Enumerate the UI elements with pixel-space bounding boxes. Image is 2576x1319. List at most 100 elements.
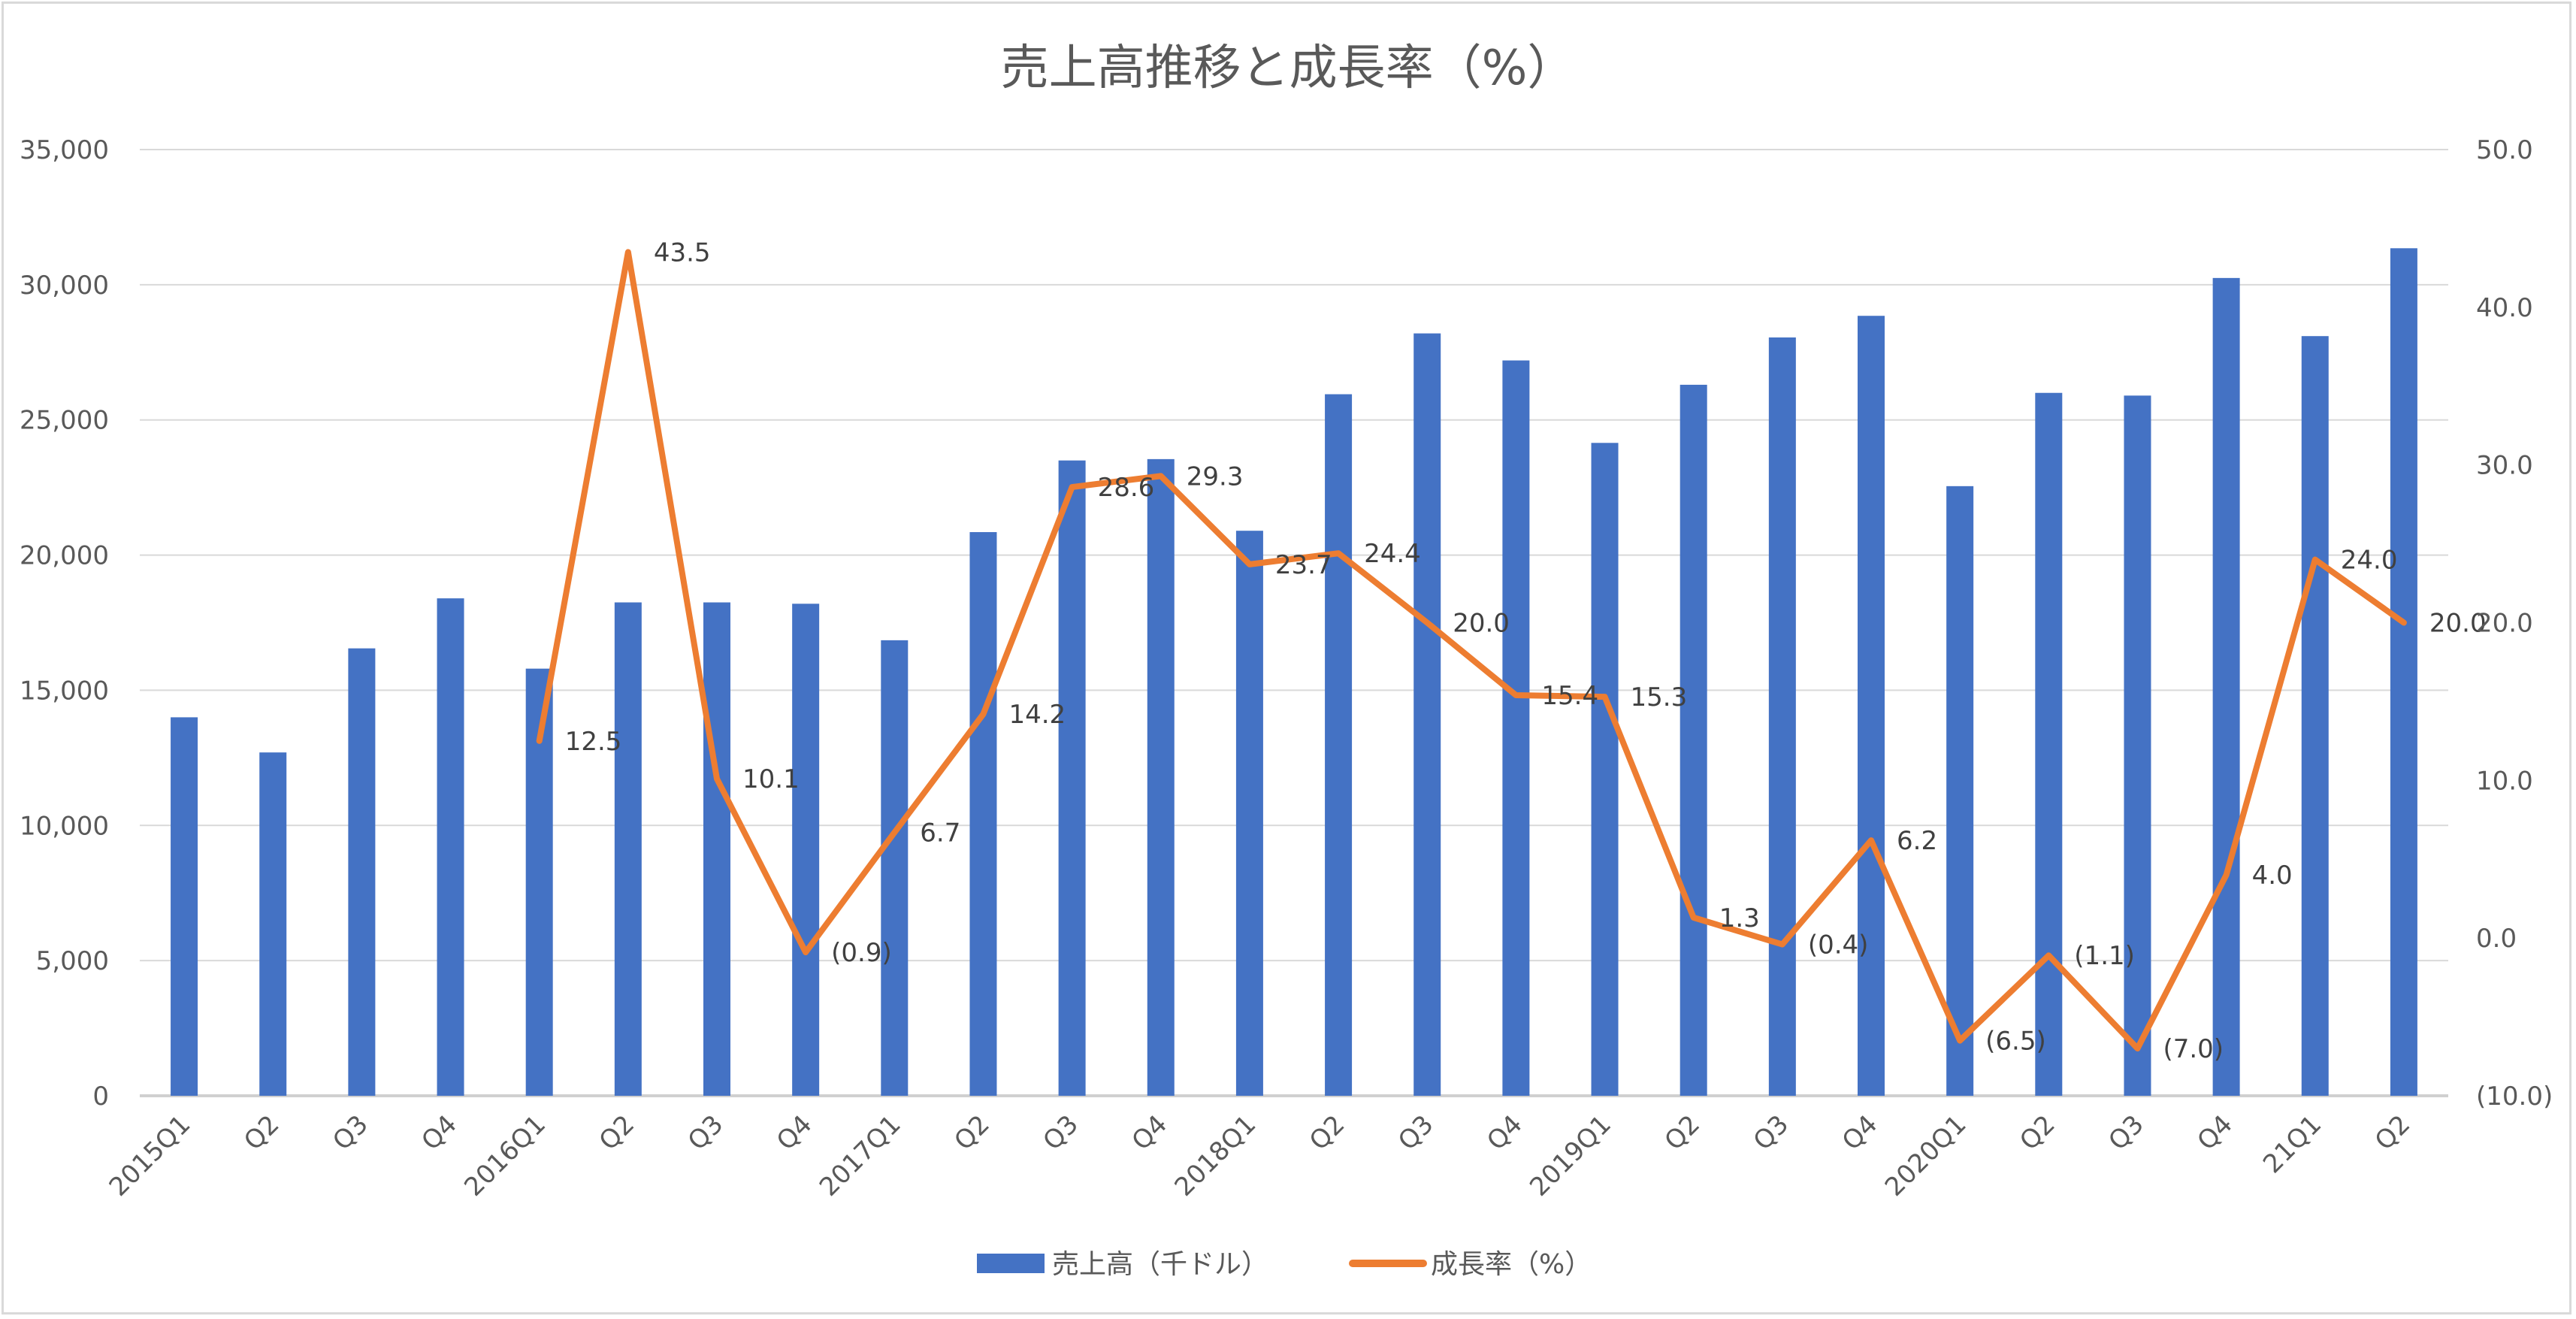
data-label: 4.0: [2252, 861, 2293, 891]
x-axis-tick-label: 2016Q1: [458, 1109, 552, 1203]
data-label: 6.2: [1897, 826, 1937, 856]
x-axis-tick-label: Q2: [948, 1109, 996, 1157]
bar: [348, 648, 376, 1096]
data-label: 6.7: [920, 818, 960, 849]
growth-point: [2047, 954, 2051, 957]
growth-point: [893, 830, 896, 834]
bar: [969, 531, 997, 1096]
bar: [171, 717, 198, 1096]
bar: [1858, 316, 1885, 1097]
legend: 売上高（千ドル） 成長率（%）: [977, 1249, 1592, 1280]
growth-line: [536, 249, 2407, 1052]
bar: [1946, 486, 1974, 1096]
data-label: 24.0: [2341, 546, 2398, 576]
growth-point: [1692, 915, 1695, 919]
x-axis-tick-label: Q4: [2191, 1109, 2239, 1157]
data-label: 15.4: [1541, 681, 1598, 711]
growth-point: [2402, 621, 2405, 625]
bar: [1147, 458, 1175, 1096]
x-axis-tick-label: 2015Q1: [104, 1109, 197, 1203]
bar: [1768, 337, 1796, 1096]
bar: [1502, 360, 1530, 1096]
growth-point: [1514, 694, 1518, 697]
growth-point: [1958, 1039, 1962, 1042]
growth-point: [981, 712, 985, 716]
bar: [614, 602, 642, 1096]
right-axis-tick-label: 0.0: [2476, 924, 2517, 954]
x-axis-tick-label: Q4: [1126, 1109, 1174, 1157]
left-axis-tick-label: 25,000: [20, 406, 109, 436]
x-axis-tick-label: 2018Q1: [1169, 1109, 1262, 1203]
data-labels: 12.5 43.5 10.1 (0.9) 6.7 14.2 28.6 29.3 23.7 24.4…: [565, 237, 2487, 1064]
growth-point: [1247, 562, 1251, 566]
right-axis-tick-label: 20.0: [2476, 609, 2533, 639]
bar: [1325, 394, 1353, 1096]
left-axis-tick-label: 10,000: [20, 811, 109, 841]
bar: [1058, 460, 1086, 1096]
left-axis-tick-label: 15,000: [20, 676, 109, 706]
data-label: 15.3: [1631, 682, 1688, 712]
bar: [437, 598, 464, 1096]
x-axis-tick-label: Q2: [2369, 1109, 2417, 1157]
bar: [2124, 395, 2151, 1096]
right-axis-tick-label: 30.0: [2476, 451, 2533, 481]
legend-swatch-sales: [977, 1254, 1045, 1273]
growth-point: [1159, 474, 1163, 478]
x-axis-tick-label: 2019Q1: [1524, 1109, 1617, 1203]
data-label: 23.7: [1275, 550, 1332, 580]
bar: [2390, 248, 2417, 1097]
x-axis-tick-label: Q2: [1659, 1109, 1707, 1157]
growth-point: [1870, 839, 1873, 843]
right-axis-tick-label: 50.0: [2476, 135, 2533, 165]
data-label: 29.3: [1187, 461, 1244, 492]
bar: [2212, 277, 2240, 1097]
growth-point: [715, 777, 718, 781]
growth-point: [1426, 621, 1429, 625]
legend-label-sales: 売上高（千ドル）: [1052, 1249, 1268, 1280]
bar: [2035, 392, 2063, 1096]
growth-point: [804, 951, 808, 954]
growth-point: [1603, 695, 1607, 699]
growth-point: [1070, 486, 1074, 489]
data-label: (7.0): [2163, 1034, 2224, 1064]
bar: [2301, 336, 2329, 1096]
x-axis-tick-label: Q4: [416, 1109, 463, 1157]
x-axis-tick-label: Q3: [327, 1109, 374, 1157]
left-axis-tick-label: 20,000: [20, 541, 109, 571]
x-axis-tick-label: Q2: [1304, 1109, 1351, 1157]
data-label: 1.3: [1719, 903, 1760, 933]
bar: [259, 752, 287, 1096]
x-axis-tick-label: Q4: [771, 1109, 818, 1157]
line-series: [536, 249, 2407, 1052]
x-axis-tick-label: Q3: [1037, 1109, 1084, 1157]
growth-point: [1780, 942, 1784, 946]
bar: [1591, 443, 1619, 1096]
left-axis-tick-label: 5,000: [36, 946, 109, 976]
chart-title: 売上高推移と成長率（%）: [1001, 41, 1576, 96]
x-axis-tick-label: Q3: [1392, 1109, 1440, 1157]
bar: [881, 640, 909, 1096]
gridlines: [140, 149, 2448, 1097]
bar: [703, 602, 730, 1096]
x-axis-tick-label: Q4: [1481, 1109, 1528, 1157]
data-label: 43.5: [654, 237, 711, 268]
bar: [1413, 333, 1441, 1096]
data-label: (1.1): [2074, 941, 2135, 971]
data-label: 14.2: [1008, 700, 1066, 730]
growth-point: [2224, 873, 2228, 877]
x-axis-tick-label: Q3: [682, 1109, 730, 1157]
x-axis-tick-label: Q2: [2014, 1109, 2061, 1157]
growth-point: [1337, 552, 1341, 555]
left-axis-tick-label: 35,000: [20, 135, 109, 165]
x-axis-tick-label: 2020Q1: [1879, 1109, 1973, 1203]
data-label: 10.1: [742, 764, 800, 794]
legend-label-growth: 成長率（%）: [1431, 1249, 1592, 1280]
data-label: 28.6: [1098, 473, 1155, 503]
bar: [792, 604, 820, 1096]
bar-series: [171, 248, 2417, 1097]
x-axis-tick-label: Q2: [594, 1109, 641, 1157]
x-axis-tick-label: Q3: [2103, 1109, 2150, 1157]
x-axis-tick-label: 21Q1: [2257, 1109, 2327, 1179]
